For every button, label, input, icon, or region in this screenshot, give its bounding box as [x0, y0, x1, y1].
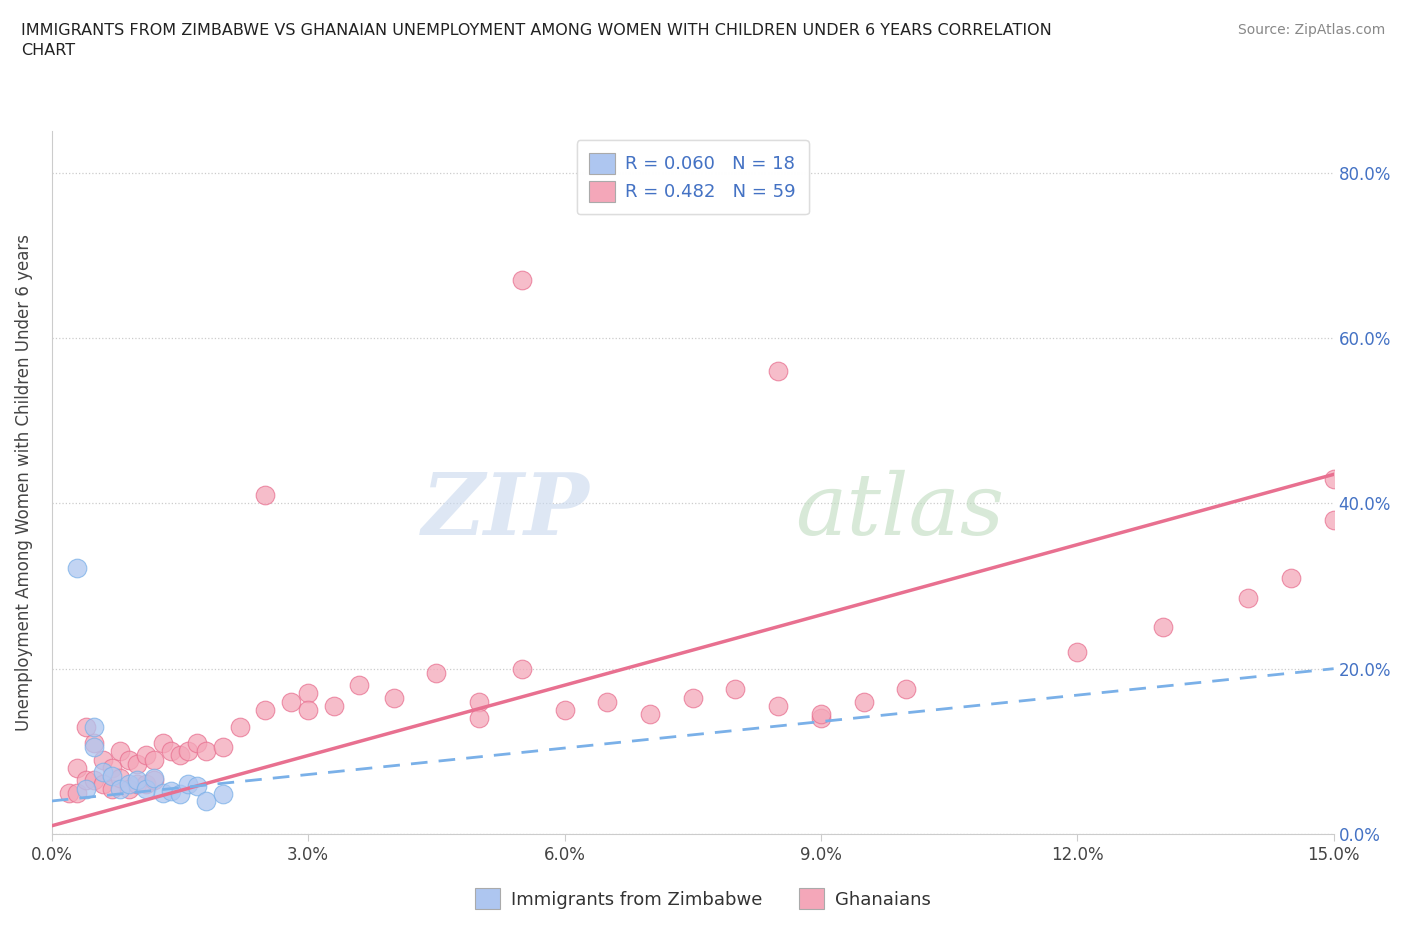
Point [810, 711, 832, 725]
Point [66, 785, 89, 800]
Point [852, 695, 875, 710]
Point [211, 787, 233, 802]
Point [186, 736, 208, 751]
Point [108, 744, 131, 759]
Point [108, 781, 131, 796]
Point [596, 695, 619, 710]
Point [169, 748, 191, 763]
Point [810, 707, 832, 722]
Point [280, 695, 302, 710]
Point [349, 678, 371, 693]
Point [510, 272, 533, 287]
Point [1323, 512, 1346, 527]
Point [118, 752, 141, 767]
Point [194, 793, 217, 808]
Point [135, 777, 157, 791]
Point [177, 777, 200, 791]
Point [724, 682, 747, 697]
Point [382, 690, 405, 705]
Point [83, 736, 105, 751]
Point [143, 752, 166, 767]
Point [766, 364, 789, 379]
Point [143, 770, 166, 785]
Y-axis label: Unemployment Among Women with Children Under 6 years: Unemployment Among Women with Children U… [15, 234, 32, 731]
Point [186, 778, 208, 793]
Point [468, 711, 491, 725]
Point [254, 487, 277, 502]
Point [100, 781, 122, 796]
Text: Source: ZipAtlas.com: Source: ZipAtlas.com [1237, 23, 1385, 37]
Point [211, 739, 233, 754]
Point [682, 690, 704, 705]
Point [468, 695, 491, 710]
Point [127, 777, 149, 791]
Point [75, 719, 97, 734]
Point [75, 773, 97, 788]
Point [160, 784, 183, 799]
Point [66, 761, 89, 776]
Point [135, 781, 157, 796]
Point [127, 756, 149, 771]
Point [425, 665, 447, 680]
Point [1279, 570, 1302, 585]
Point [91, 764, 114, 779]
Text: IMMIGRANTS FROM ZIMBABWE VS GHANAIAN UNEMPLOYMENT AMONG WOMEN WITH CHILDREN UNDE: IMMIGRANTS FROM ZIMBABWE VS GHANAIAN UNE… [21, 23, 1052, 58]
Point [118, 781, 141, 796]
Point [83, 739, 105, 754]
Point [1237, 591, 1260, 605]
Text: atlas: atlas [796, 470, 1004, 552]
Point [83, 773, 105, 788]
Point [100, 761, 122, 776]
Point [58, 785, 80, 800]
Point [297, 686, 319, 701]
Point [896, 682, 918, 697]
Point [254, 702, 277, 717]
Legend: Immigrants from Zimbabwe, Ghanaians: Immigrants from Zimbabwe, Ghanaians [468, 881, 938, 916]
Point [297, 702, 319, 717]
Point [1152, 620, 1174, 635]
Point [118, 777, 141, 791]
Legend: R = 0.060   N = 18, R = 0.482   N = 59: R = 0.060 N = 18, R = 0.482 N = 59 [576, 140, 808, 215]
Point [83, 719, 105, 734]
Point [177, 744, 200, 759]
Point [322, 698, 344, 713]
Point [91, 752, 114, 767]
Point [638, 707, 661, 722]
Point [135, 748, 157, 763]
Point [1066, 644, 1088, 659]
Point [160, 744, 183, 759]
Point [152, 785, 174, 800]
Point [1323, 472, 1346, 486]
Point [66, 561, 89, 576]
Point [194, 744, 217, 759]
Point [108, 770, 131, 785]
Text: ZIP: ZIP [422, 469, 591, 552]
Point [100, 769, 122, 784]
Point [229, 719, 252, 734]
Point [553, 702, 575, 717]
Point [152, 736, 174, 751]
Point [127, 773, 149, 788]
Point [91, 777, 114, 791]
Point [75, 781, 97, 796]
Point [143, 773, 166, 788]
Point [766, 698, 789, 713]
Point [510, 661, 533, 676]
Point [169, 787, 191, 802]
